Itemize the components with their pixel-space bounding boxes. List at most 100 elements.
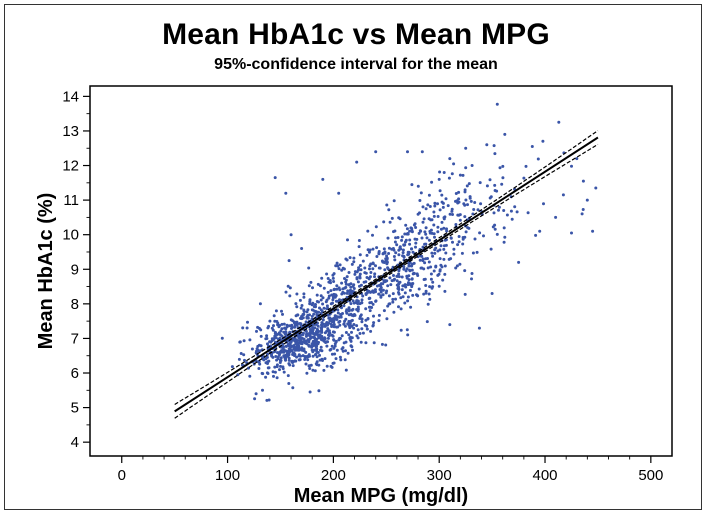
data-point [405, 227, 409, 231]
data-point [458, 218, 462, 222]
data-point [255, 347, 259, 351]
data-point [431, 280, 435, 284]
data-point [288, 294, 292, 298]
data-point [406, 295, 410, 299]
data-point [438, 257, 442, 261]
data-point [356, 302, 360, 306]
data-point [410, 247, 414, 251]
data-point [308, 390, 312, 394]
data-point [436, 215, 440, 218]
data-point [302, 337, 306, 341]
data-point [349, 335, 352, 339]
data-point [426, 266, 430, 270]
data-point [306, 358, 310, 362]
data-point [470, 272, 474, 275]
data-point [488, 178, 492, 182]
x-tick-label: 0 [118, 467, 126, 484]
data-point [368, 309, 372, 313]
data-point [463, 215, 467, 219]
data-point [349, 285, 353, 289]
data-point [441, 278, 445, 282]
data-point [322, 306, 326, 310]
data-point [464, 230, 468, 234]
data-point [351, 307, 355, 311]
data-point [313, 369, 317, 373]
data-point [402, 265, 406, 269]
data-point [314, 352, 318, 356]
data-point [323, 357, 327, 361]
data-point [408, 242, 412, 246]
data-point [425, 236, 429, 240]
data-point [288, 324, 292, 328]
data-point [344, 331, 348, 334]
data-point [443, 264, 447, 268]
data-point [358, 284, 361, 288]
data-point [368, 267, 371, 271]
data-point [230, 365, 234, 369]
data-point [461, 242, 465, 246]
data-point [310, 342, 314, 346]
data-point [311, 286, 314, 290]
data-point [389, 283, 393, 287]
data-point [342, 341, 346, 345]
data-point [350, 262, 354, 266]
data-point [272, 314, 276, 318]
data-point [295, 348, 299, 352]
data-point [273, 176, 277, 180]
data-point [452, 252, 456, 256]
data-point [397, 281, 401, 285]
data-point [345, 311, 349, 315]
data-point [524, 164, 528, 168]
data-point [355, 299, 359, 303]
data-point [386, 266, 390, 270]
data-point [409, 305, 413, 309]
data-point [313, 338, 317, 342]
data-point [403, 283, 407, 287]
data-point [350, 330, 353, 334]
data-point [513, 205, 517, 209]
data-point [287, 259, 291, 263]
data-point [308, 330, 312, 334]
data-point [371, 247, 375, 251]
data-point [461, 173, 465, 177]
data-point [284, 349, 288, 353]
data-point [408, 229, 412, 233]
data-point [437, 284, 441, 288]
data-point [333, 344, 337, 348]
data-point [427, 193, 431, 197]
data-point [369, 329, 373, 333]
x-axis-label: Mean MPG (mg/dl) [294, 485, 468, 507]
data-point [312, 312, 316, 316]
data-point [294, 302, 298, 306]
data-point [411, 293, 415, 297]
data-point [442, 247, 446, 251]
data-point [284, 344, 288, 348]
data-point [343, 324, 347, 328]
data-point [410, 227, 414, 230]
data-point [366, 317, 370, 321]
data-point [286, 374, 290, 378]
data-point [522, 176, 526, 180]
data-point [493, 223, 497, 227]
data-point [382, 261, 386, 264]
data-point [408, 238, 412, 242]
data-point [335, 287, 339, 291]
data-point [271, 355, 275, 359]
data-point [493, 152, 497, 156]
data-point [424, 232, 428, 236]
data-point [405, 232, 409, 236]
data-point [374, 299, 378, 303]
data-point [298, 358, 302, 362]
data-point [361, 331, 365, 335]
data-point [291, 336, 295, 340]
data-point [409, 283, 412, 287]
data-point [414, 226, 418, 229]
data-point [287, 353, 291, 357]
data-point [356, 307, 360, 311]
data-point [341, 349, 345, 353]
data-point [321, 302, 325, 306]
data-point [538, 229, 542, 233]
data-point [413, 222, 417, 226]
data-point [293, 359, 297, 363]
data-point [386, 236, 390, 240]
